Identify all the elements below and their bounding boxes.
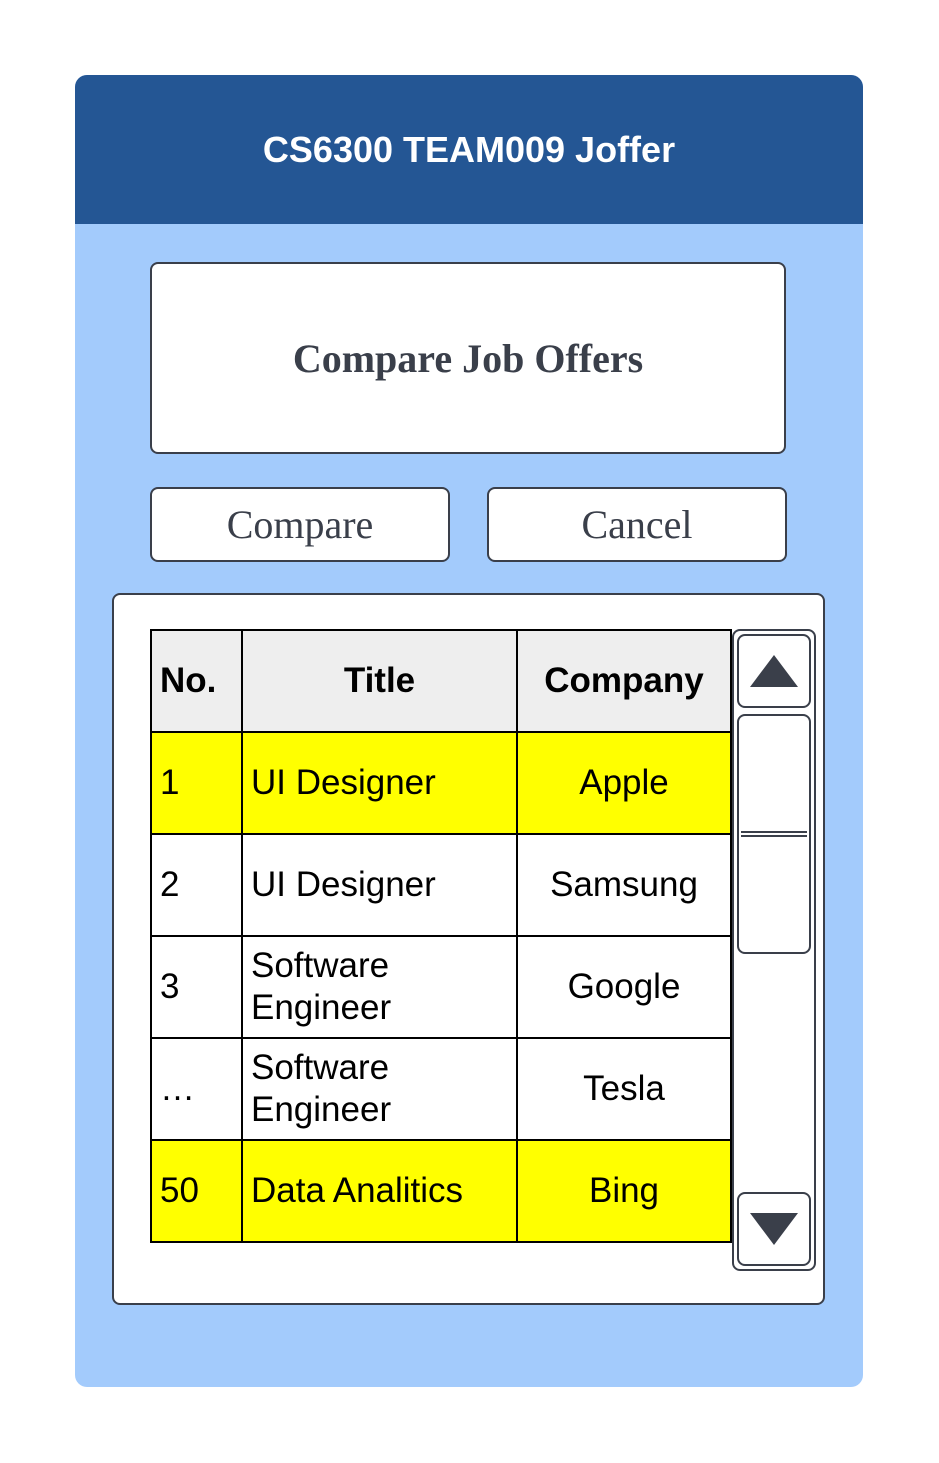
scroll-down-button[interactable] [737,1192,811,1266]
cell-no: 3 [150,935,243,1039]
cell-company: Samsung [516,833,732,937]
app-window: CS6300 TEAM009 Joffer Compare Job Offers… [75,75,863,1387]
table-row[interactable]: 50 Data Analitics Bing [150,1139,732,1243]
table-row[interactable]: 3 Software Engineer Google [150,935,732,1039]
page-heading-box: Compare Job Offers [150,262,786,454]
column-header-no[interactable]: No. [150,629,243,733]
cell-company: Apple [516,731,732,835]
table-row[interactable]: … Software Engineer Tesla [150,1037,732,1141]
grip-lines-icon [741,831,807,837]
table-row[interactable]: 1 UI Designer Apple [150,731,732,835]
triangle-down-icon [750,1213,798,1245]
title-bar: CS6300 TEAM009 Joffer [75,75,863,224]
offers-list-panel: No. Title Company 1 UI Designer Apple 2 … [112,593,825,1305]
column-header-company[interactable]: Company [516,629,732,733]
cell-no: 2 [150,833,243,937]
page-title: Compare Job Offers [292,335,644,381]
table-row[interactable]: 2 UI Designer Samsung [150,833,732,937]
column-header-title[interactable]: Title [241,629,518,733]
cell-title: Software Engineer [241,935,518,1039]
cell-title: Software Engineer [241,1037,518,1141]
table-header-row: No. Title Company [150,629,732,733]
triangle-up-icon [750,655,798,687]
cell-company: Google [516,935,732,1039]
cell-no: … [150,1037,243,1141]
cell-title: Data Analitics [241,1139,518,1243]
cell-no: 1 [150,731,243,835]
cell-title: UI Designer [241,833,518,937]
offers-table: No. Title Company 1 UI Designer Apple 2 … [150,629,732,1243]
cell-company: Bing [516,1139,732,1243]
cell-title: UI Designer [241,731,518,835]
scroll-thumb[interactable] [737,714,811,954]
scroll-up-button[interactable] [737,634,811,708]
cancel-button[interactable]: Cancel [487,487,787,562]
app-title: CS6300 TEAM009 Joffer [262,128,676,170]
cell-no: 50 [150,1139,243,1243]
vertical-scrollbar[interactable] [732,629,816,1271]
compare-button[interactable]: Compare [150,487,450,562]
cell-company: Tesla [516,1037,732,1141]
